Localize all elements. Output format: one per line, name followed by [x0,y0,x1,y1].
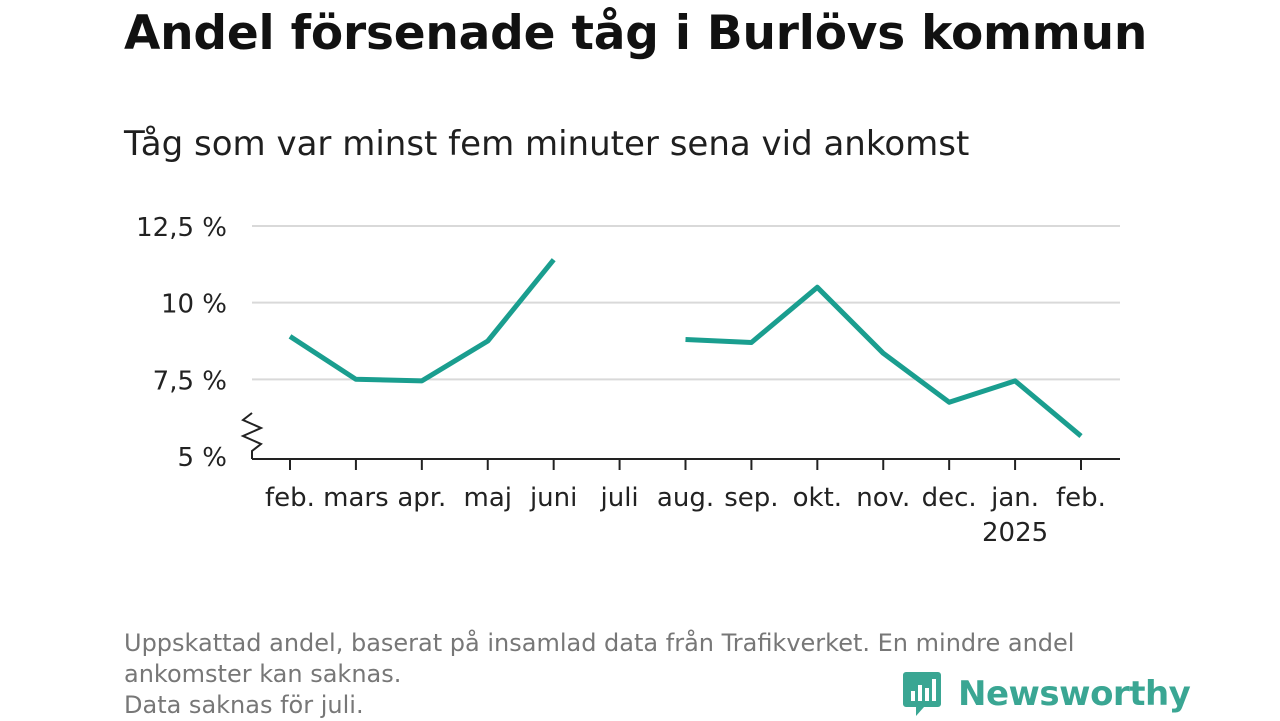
x-tick-label: juli [600,483,639,513]
x-tick-label: dec. [922,483,977,513]
chart-title: Andel försenade tåg i Burlövs kommun [124,6,1148,61]
x-tick-label: jan. [990,483,1039,513]
x-tick-label: nov. [856,483,910,513]
x-tick-label: sep. [724,483,778,513]
x-tick-label: feb. [265,483,315,513]
axis-break-marker [240,412,264,459]
series-line [685,284,1083,439]
x-tick-label: feb. [1056,483,1106,513]
y-tick-label: 5 % [177,443,227,473]
y-tick-label: 7,5 % [153,366,227,396]
y-axis-ticks: 5 % 7,5 % 10 % 12,5 % [136,213,227,473]
footnote-line: ankomster kan saknas. [124,660,402,688]
x-axis-ticks: feb. mars apr. maj juni juli aug. sep. okt. nov. d… [265,459,1106,548]
x-tick-label: juni [529,483,577,513]
chart-subtitle: Tåg som var minst fem minuter sena vid a… [124,124,970,164]
x-tick-sublabel: 2025 [982,518,1048,548]
x-tick-label: aug. [657,483,714,513]
series-lines [288,258,1083,439]
footnote-line: Uppskattad andel, baserat på insamlad da… [124,629,1075,657]
y-tick-label: 10 % [161,290,227,320]
newsworthy-logo-icon [903,672,941,716]
line-chart: 5 % 7,5 % 10 % 12,5 % feb. mars apr. maj juni ju… [136,213,1120,548]
y-tick-label: 12,5 % [136,213,227,243]
footnote-line: Data saknas för juli. [124,691,364,719]
footnotes: Uppskattad andel, baserat på insamlad da… [124,628,1074,721]
brand-logo: Newsworthy [902,670,1191,718]
gridlines [252,225,1120,381]
x-tick-label: maj [464,483,512,513]
x-axis [240,412,1120,460]
brand-name: Newsworthy [958,674,1191,714]
x-tick-label: okt. [793,483,842,513]
x-tick-label: mars [323,483,389,513]
x-tick-label: apr. [397,483,446,513]
series-line [288,258,556,384]
